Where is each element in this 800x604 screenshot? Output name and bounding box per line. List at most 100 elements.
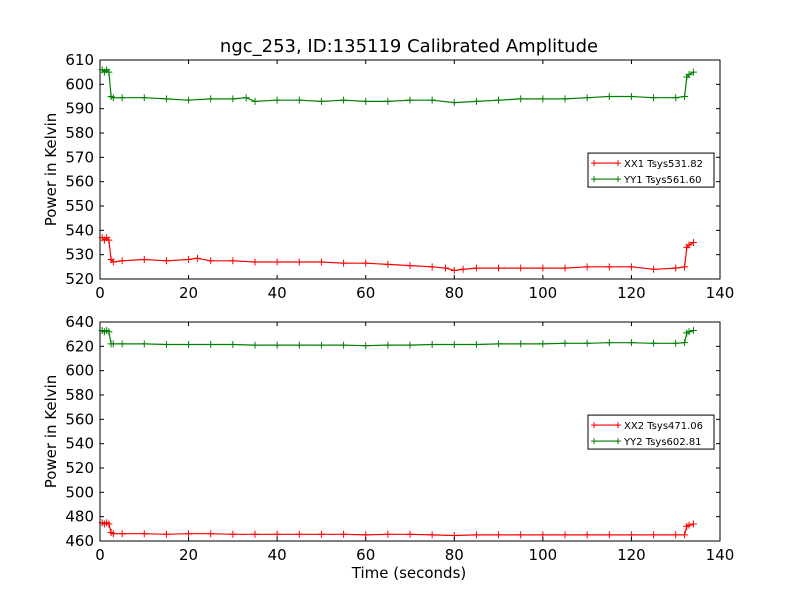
y-tick-label: 590	[65, 100, 94, 118]
data-point	[561, 531, 569, 539]
bottom-panel: 0 20 40 60 80 100 120 140 460 480 500 520 540 560 580 6…	[42, 313, 734, 564]
x-tick-label: 120	[617, 284, 646, 302]
data-point	[273, 258, 281, 266]
data-point	[583, 263, 591, 271]
data-point	[207, 530, 215, 538]
chart-title: ngc_253, ID:135119 Calibrated Amplitude	[220, 36, 598, 57]
legend-label: XX1 Tsys531.82	[624, 159, 703, 170]
data-point	[185, 96, 193, 104]
data-point	[561, 339, 569, 347]
data-point	[539, 264, 547, 272]
data-point	[118, 257, 126, 265]
legend-label: XX2 Tsys471.06	[624, 421, 703, 432]
data-point	[406, 262, 414, 270]
data-point	[495, 340, 503, 348]
data-point	[450, 341, 458, 349]
y-tick-label: 610	[65, 51, 94, 69]
legend-label: YY1 Tsys561.60	[623, 175, 702, 186]
data-point	[185, 530, 193, 538]
data-point	[627, 339, 635, 347]
data-point	[681, 93, 689, 100]
data-point	[672, 531, 680, 539]
data-point	[207, 95, 215, 103]
data-point	[118, 530, 126, 538]
data-point	[650, 94, 658, 102]
data-point	[561, 264, 569, 272]
y-tick-label: 520	[65, 270, 94, 288]
data-point	[650, 531, 658, 539]
data-point	[340, 530, 348, 538]
data-point	[140, 340, 148, 348]
data-point	[627, 93, 635, 100]
data-point	[340, 259, 348, 267]
data-point	[428, 96, 436, 104]
data-point	[273, 341, 281, 349]
data-point	[162, 530, 170, 538]
y-tick-label: 570	[65, 148, 94, 166]
data-point	[441, 264, 449, 272]
data-point	[229, 530, 237, 538]
data-point	[472, 531, 480, 539]
x-tick-label: 100	[529, 284, 558, 302]
legend-marker	[591, 160, 621, 167]
data-point	[207, 341, 215, 349]
y-tick-label: 600	[65, 75, 94, 93]
x-tick-label: 140	[706, 546, 735, 564]
data-point	[495, 96, 503, 104]
data-point	[450, 99, 458, 107]
data-point	[605, 339, 613, 347]
data-point	[689, 520, 697, 528]
data-point	[428, 531, 436, 539]
data-point	[317, 97, 325, 105]
x-tick-label: 80	[445, 284, 464, 302]
data-point	[105, 520, 113, 528]
data-point	[459, 265, 467, 273]
data-point	[495, 264, 503, 272]
data-point	[105, 68, 113, 76]
y-tick-label: 540	[65, 221, 94, 239]
legend-label: YY2 Tsys602.81	[623, 437, 702, 448]
x-tick-label: 60	[356, 546, 375, 564]
legend-marker	[591, 422, 621, 429]
data-point	[109, 258, 117, 266]
data-point	[384, 97, 392, 105]
x-tick-label: 20	[179, 284, 198, 302]
y-axis-title: Power in Kelvin	[42, 113, 60, 227]
data-point	[672, 264, 680, 272]
x-tick-label: 20	[179, 546, 198, 564]
data-point	[140, 530, 148, 538]
data-point	[517, 264, 525, 272]
data-point	[685, 328, 693, 336]
data-point	[428, 341, 436, 349]
data-point	[162, 341, 170, 349]
data-point	[105, 236, 113, 244]
x-tick-label: 0	[95, 546, 105, 564]
y-tick-label: 580	[65, 386, 94, 404]
x-tick-label: 100	[529, 546, 558, 564]
data-point	[472, 341, 480, 349]
data-point	[561, 95, 569, 103]
y-tick-label: 520	[65, 459, 94, 477]
data-point	[118, 340, 126, 348]
legend-marker	[591, 438, 621, 445]
data-point	[689, 327, 697, 335]
data-point	[472, 264, 480, 272]
y-tick-label: 620	[65, 337, 94, 355]
data-point	[406, 341, 414, 349]
x-tick-label: 60	[356, 284, 375, 302]
data-point	[340, 341, 348, 349]
data-point	[650, 339, 658, 347]
data-point	[685, 241, 693, 249]
x-tick-label: 120	[617, 546, 646, 564]
data-point	[539, 95, 547, 103]
data-point	[681, 339, 689, 347]
data-point	[428, 263, 436, 271]
data-point	[185, 256, 193, 264]
data-point	[229, 95, 237, 103]
top-panel: 0 20 40 60 80 100 120 140 520 530 540 550 560 570 580 5…	[42, 51, 734, 302]
data-point	[583, 94, 591, 102]
x-tick-label: 140	[706, 284, 735, 302]
data-point	[495, 531, 503, 539]
data-point	[118, 94, 126, 102]
